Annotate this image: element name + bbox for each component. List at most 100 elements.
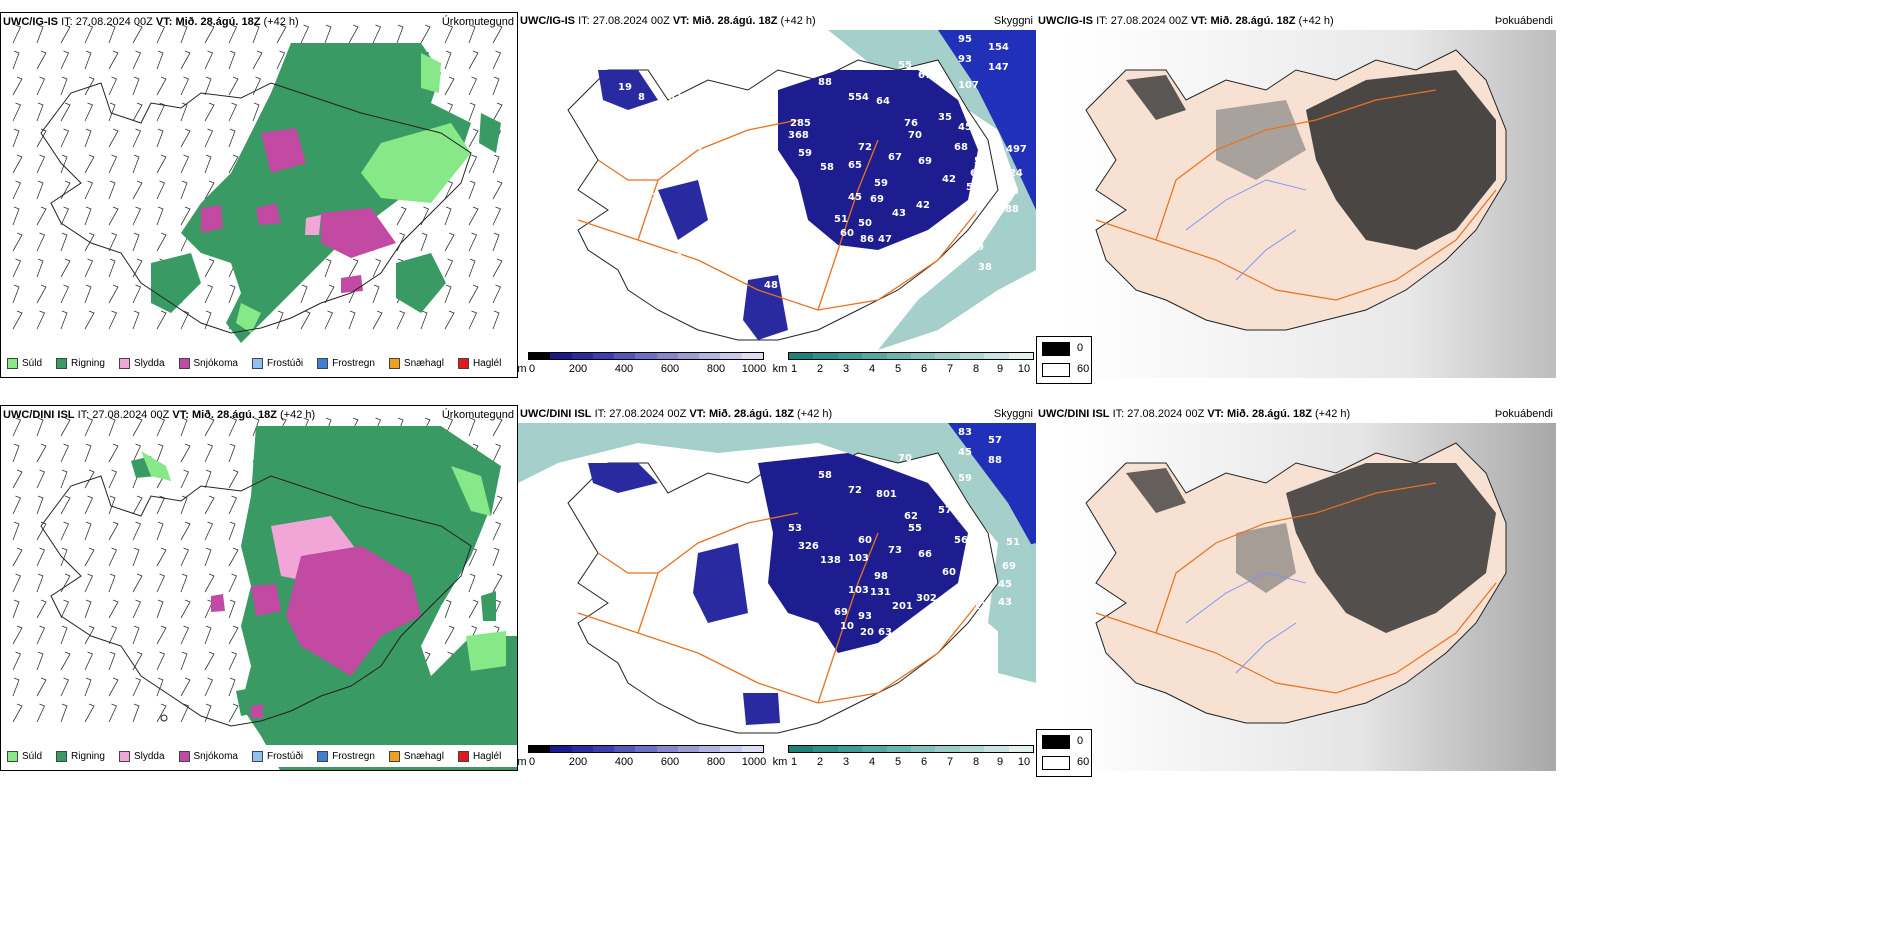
tick: 6 [920,756,928,768]
visibility-label: 69 [870,194,884,205]
wind-barb [84,76,95,96]
low-vis-nw [598,70,658,110]
visibility-label: 45 [958,447,972,458]
wind-barb [84,206,92,226]
wind-barb [12,24,22,44]
tick: 10 [1017,756,1031,768]
visibility-label: 554 [848,92,869,103]
wind-barb [492,206,502,226]
it-label: IT: [578,15,590,27]
wind-barb [36,76,46,96]
wind-barb [228,443,236,463]
wind-barb [252,417,260,437]
wind-barb [108,284,119,304]
panel-title: Úrkomutegund [441,16,514,28]
wind-barb [228,50,236,70]
tick: 9 [996,363,1004,375]
wind-barb [468,310,478,330]
wind-barb [204,573,215,593]
wind-barb [396,24,404,44]
wind-barb [132,128,142,148]
visibility-label: 48 [764,280,778,291]
wind-barb [12,417,22,437]
wind-barb [60,495,71,515]
wind-barb [228,284,236,304]
vt-label: VT: [172,409,189,421]
fog-mid [1126,75,1186,120]
wind-barb [396,310,406,330]
swatch [7,357,18,369]
model-name: UWC/DINI ISL [520,408,592,420]
visibility-label: 60 [678,112,692,123]
visibility-label: 88 [818,77,832,88]
it-value: 27.08.2024 00Z [92,409,170,421]
wind-barb [492,547,500,567]
wind-barb [84,180,94,200]
swatch [317,750,329,762]
wind-barb [108,258,116,278]
tick: 0 [528,363,536,375]
visibility-label: 53 [966,182,980,193]
legend-label: Frostregn [332,357,375,369]
visibility-strip [788,352,1034,360]
legend-label: Rigning [71,750,105,762]
low-vis-main [778,70,978,250]
legend-label: Frostregn [332,750,375,762]
wind-barb [444,50,452,70]
fog-mid [1126,468,1186,513]
wind-barb [180,469,190,489]
it-label: IT: [594,408,607,420]
legend-item-snow-pellets: Snæhagl [388,357,444,369]
lead-time: (+42 h) [263,16,299,28]
visibility-label: 59 [874,178,888,189]
wind-barb [60,232,68,252]
wind-barb [12,443,20,463]
wind-barb [468,284,479,304]
visibility-colorbar: km 1 2 3 4 5 6 7 8 9 10 [772,743,1036,769]
legend-item-freezing-rain: Frostregn [317,750,375,762]
wind-barb [132,703,140,723]
wind-barb [492,180,503,200]
visibility-strip [788,745,1034,753]
visibility-label: 50 [974,156,988,167]
wind-barb [84,599,92,619]
wind-barb [492,417,503,437]
wind-barb [228,677,236,697]
legend-item-freezing-rain: Frostregn [317,357,375,369]
visibility-label: 64 [876,96,890,107]
wind-barb [132,625,140,645]
wind-barb [36,625,46,645]
wind-barb [60,625,68,645]
wind-barb [60,128,70,148]
wind-barb [444,180,454,200]
sleet-areas [305,215,321,235]
visibility-label: 70 [898,453,912,464]
tick: 6 [920,363,928,375]
visibility-label: 42 [916,200,930,211]
panel-header: UWC/IG-IS IT: 27.08.2024 00Z VT: Mið. 28… [1,13,517,31]
wind-barb [60,599,70,619]
deep-haze [938,30,1036,210]
wind-barb [204,625,212,645]
wind-barb [108,495,116,515]
wind-barb [36,547,46,567]
wind-barb [180,50,191,70]
wind-barb [60,102,71,122]
wind-barb [156,310,167,330]
low-vis-south [743,693,780,725]
visibility-label: 56 [954,535,968,546]
wind-barb [180,521,191,541]
visibility-label: 120 [918,463,939,474]
visibility-label: 201 [892,601,913,612]
wind-barb [420,206,430,226]
wind-barb [84,258,94,278]
wind-barb [204,417,215,437]
visibility-label: 57 [988,435,1002,446]
wind-barb [84,547,95,567]
wind-barb [372,284,380,304]
wind-barb [204,180,215,200]
tick: 4 [868,363,876,375]
visibility-label: 60 [858,535,872,546]
